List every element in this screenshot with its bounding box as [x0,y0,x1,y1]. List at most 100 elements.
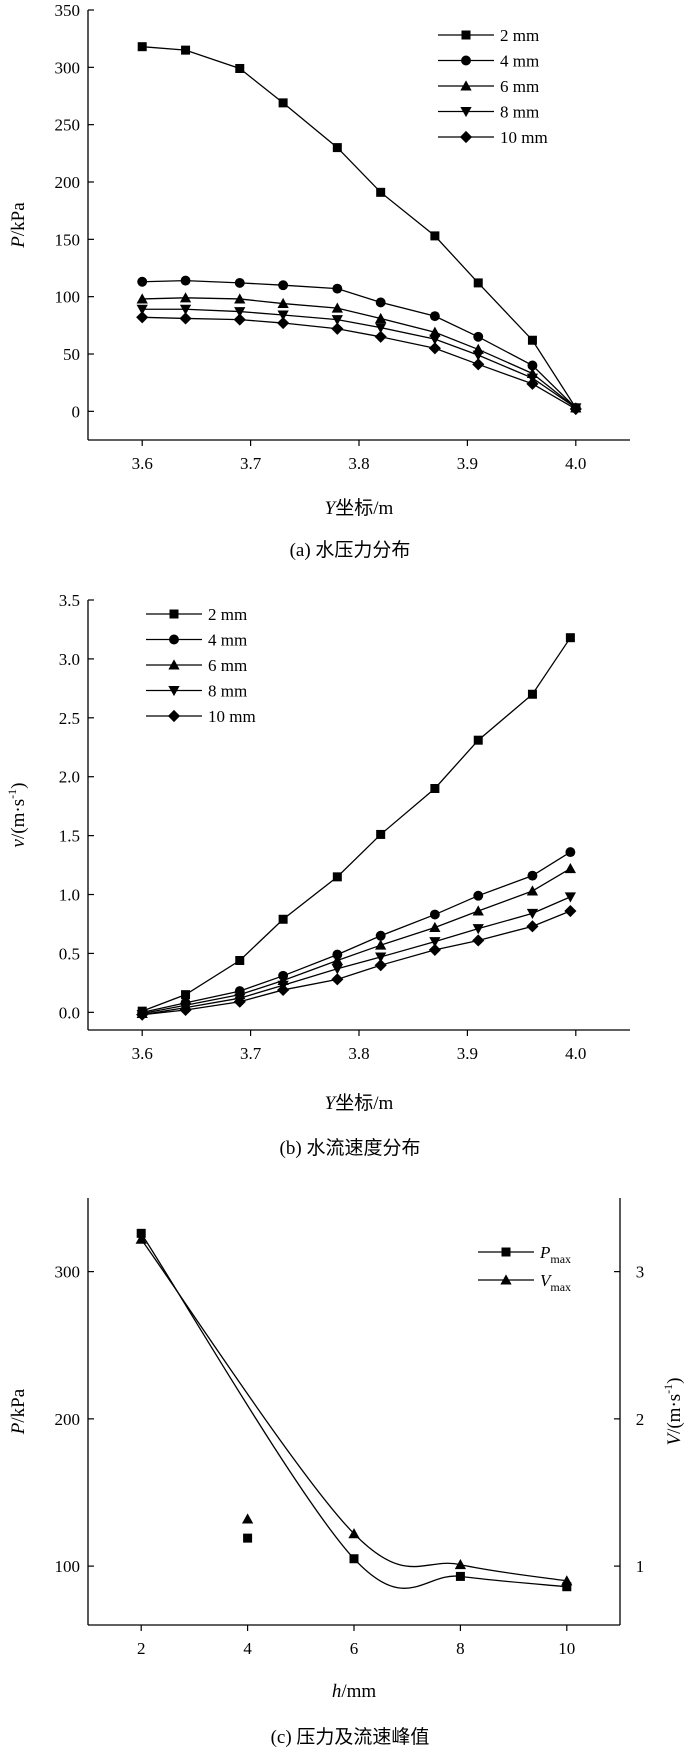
legend-marker [459,130,473,144]
data-point [278,280,289,291]
legend: 2 mm 4 mm 6 mm 8 mm 10 mm [146,605,256,726]
series-line [142,896,571,1016]
data-point [277,310,289,321]
data-point [135,1233,147,1244]
legend-label: 10 mm [500,128,548,147]
data-point [234,307,246,318]
data-point [429,334,441,345]
data-point [564,904,577,918]
data-point [472,358,485,371]
legend-label: 6 mm [500,77,539,96]
x-tick-label: 10 [558,1639,575,1658]
data-point [331,302,343,313]
data-point [429,311,440,322]
y-tick-label: 0 [72,402,81,421]
x-tick-label: 3.7 [240,454,262,473]
data-point [277,297,289,309]
data-point [136,1008,149,1021]
y-tick-label: 0.5 [59,944,80,963]
data-point [472,350,484,361]
series-line [142,297,577,409]
legend-marker [461,55,471,66]
legend: 2 mm 4 mm 6 mm 8 mm 10 mm [438,26,548,147]
y-axis-label: P/kPa [8,202,29,249]
data-point [472,934,485,947]
y-tick-label: 1.0 [59,886,80,905]
x-axis-label: Y坐标/m [325,497,394,519]
data-point [374,330,387,343]
data-point [375,930,386,941]
y-tick-label: 3.0 [59,650,80,669]
data-point [349,1554,359,1564]
data-point [375,952,387,963]
series-P [136,1228,572,1592]
data-point [332,143,342,153]
data-point [235,955,245,965]
series-line [142,910,571,1016]
data-point [348,1528,360,1539]
data-point [332,949,343,960]
data-point [277,983,290,997]
y-tick-label: 1.5 [59,827,80,846]
data-point [430,783,440,793]
x-tick-label: 3.7 [240,1044,262,1063]
series-line [140,1238,567,1582]
chart-a: 3.6 3.7 3.8 3.9 4.0 0 50 100 150 200 250 300 350 Y坐标/… [8,1,630,561]
legend-label: 2 mm [500,26,539,45]
x-axis-label: h/mm [332,1681,377,1702]
data-point [565,633,575,643]
series-line [140,1232,567,1589]
data-point [331,315,343,326]
data-point [234,277,245,288]
legend-marker [460,107,472,118]
x-tick-label: 4.0 [565,454,586,473]
data-point [136,1228,146,1238]
data-point [429,326,441,337]
data-point [526,920,539,933]
series-line [142,308,577,409]
data-point [234,293,246,304]
data-point [181,45,191,55]
y-tick-label: 50 [63,345,80,364]
legend-marker [500,1274,512,1285]
data-point [137,42,147,52]
data-point [472,905,484,916]
data-point [428,943,441,956]
data-point [527,335,537,345]
x-tick-label: 2 [137,1639,146,1658]
series-6-mm [136,862,577,1019]
y-tick-label: 3.5 [59,591,80,610]
data-point [564,892,577,903]
data-point [526,908,539,919]
data-point [136,304,148,315]
figure-caption: (b) 水流速度分布 [280,1137,421,1159]
data-point [136,311,149,324]
legend-marker [501,1247,511,1257]
data-point [429,909,440,920]
data-point [565,847,576,858]
x-tick-label: 8 [456,1639,465,1658]
series-8-mm [136,892,577,1021]
data-point [430,231,440,241]
legend-label: 4 mm [500,52,539,71]
legend-marker [169,609,179,619]
legend-label: 6 mm [208,656,247,675]
legend-label: 8 mm [500,103,539,122]
series-line [142,46,577,409]
y-tick-label: 200 [55,1410,81,1429]
legend-marker [461,30,471,40]
series-line [142,316,577,410]
y-tick-label: 350 [55,1,81,20]
legend-label: 8 mm [208,682,247,701]
data-point [527,360,538,371]
data-point [527,689,537,699]
data-point [561,1575,573,1586]
x-tick-label: 3.9 [457,1044,478,1063]
series-line [142,279,577,409]
y-axis-label: P/kPa [8,1388,29,1435]
data-point [473,278,483,288]
figure-caption: (a) 水压力分布 [290,539,411,561]
y-tick-label: 200 [55,173,81,192]
x-tick-label: 4 [243,1639,252,1658]
